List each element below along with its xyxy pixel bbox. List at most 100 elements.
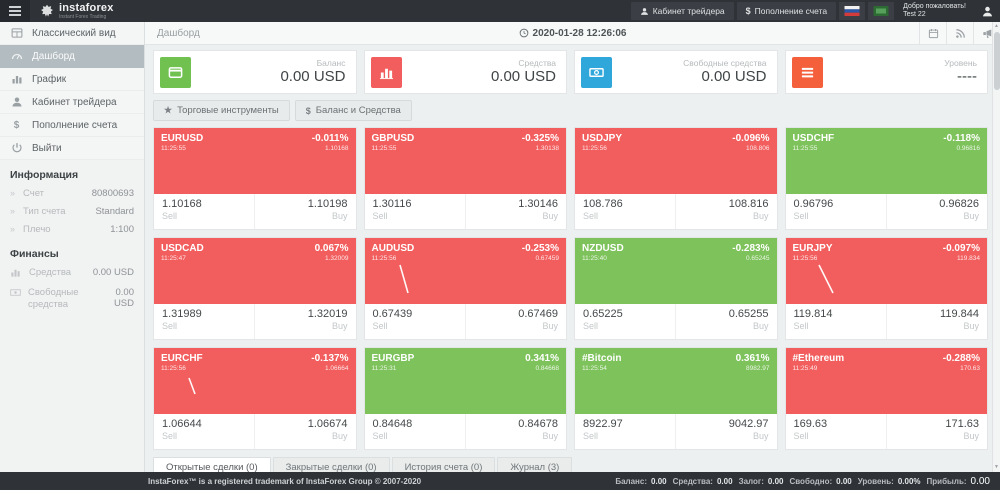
tab-account-history[interactable]: История счета (0)	[391, 457, 496, 472]
megaphone-icon	[982, 29, 991, 38]
buy-button[interactable]: 171.63 Buy	[885, 414, 987, 449]
calendar-icon	[928, 28, 938, 38]
tile-audusd[interactable]: AUDUSD 11:25:56 -0.253% 0.67459 0.67439 Se…	[363, 237, 567, 340]
balance-funds-button[interactable]: $ Баланс и Средства	[294, 100, 412, 121]
info-section-title: Информация	[10, 169, 79, 181]
sell-button[interactable]: 169.63 Sell	[793, 418, 828, 441]
scroll-down-icon[interactable]: ▼	[994, 464, 999, 470]
breadcrumb-bar: Дашборд 2020-01-28 12:26:06	[145, 22, 1000, 45]
dollar-icon: $	[13, 119, 20, 131]
sell-button[interactable]: 0.96796 Sell	[793, 198, 834, 221]
calendar-button[interactable]	[919, 22, 946, 44]
sell-button[interactable]: 108.786 Sell	[583, 198, 623, 221]
sell-button[interactable]: 119.814 Sell	[793, 308, 833, 331]
rss-button[interactable]	[946, 22, 973, 44]
scrollbar-thumb[interactable]	[993, 32, 1000, 90]
free-margin-card: Свободные средства 0.00 USD	[574, 50, 778, 94]
clock-icon	[519, 28, 528, 38]
sell-button[interactable]: 1.30116 Sell	[372, 198, 412, 221]
buy-button[interactable]: 1.30146 Buy	[464, 194, 566, 229]
credit-card-icon	[160, 56, 191, 88]
bottom-tabs: Открытые сделки (0) Закрытые сделки (0) …	[153, 457, 988, 472]
sell-button[interactable]: 1.31989 Sell	[162, 308, 202, 331]
sidebar-item-logout[interactable]: Выйти	[0, 137, 144, 160]
announcements-button[interactable]	[973, 22, 1000, 44]
tab-journal[interactable]: Журнал (3)	[497, 457, 573, 472]
instrument-tiles: EURUSD 11:25:55 -0.011% 1.10168 1.10168 Se…	[153, 127, 988, 450]
tile-usdcad[interactable]: USDCAD 11:25:47 0.067% 1.32009 1.31989 Sel…	[153, 237, 357, 340]
breadcrumb-actions	[919, 22, 1000, 44]
tile-eurjpy[interactable]: EURJPY 11:25:56 -0.097% 119.834 119.814 Se…	[784, 237, 988, 340]
sidebar-item-deposit[interactable]: $ Пополнение счета	[0, 114, 144, 137]
dashboard-icon	[10, 50, 23, 63]
sell-button[interactable]: 0.84648 Sell	[372, 418, 413, 441]
tile-eurusd[interactable]: EURUSD 11:25:55 -0.011% 1.10168 1.10168 Se…	[153, 127, 357, 230]
logo[interactable]: instaforex Instant Forex Trading	[30, 1, 124, 20]
scroll-up-icon[interactable]: ▲	[994, 23, 999, 29]
tile-usdjpy[interactable]: USDJPY 11:25:56 -0.096% 108.806 108.786 Se…	[574, 127, 778, 230]
sell-button[interactable]: 1.06644 Sell	[162, 418, 202, 441]
rss-icon	[955, 28, 965, 38]
avatar-icon	[982, 6, 992, 16]
logo-text: instaforex	[59, 1, 114, 14]
buy-button[interactable]: 108.816 Buy	[675, 194, 776, 229]
russian-flag-icon[interactable]	[839, 2, 866, 20]
equity-card: Средства 0.00 USD	[363, 50, 567, 94]
vertical-scrollbar[interactable]: ▲ ▼	[992, 22, 1000, 472]
buy-button[interactable]: 1.10198 Buy	[254, 194, 355, 229]
list-icon	[791, 56, 823, 88]
buy-button[interactable]: 0.96826 Buy	[885, 194, 987, 229]
banknote-icon	[10, 287, 21, 301]
tile-bitcoin[interactable]: #Bitcoin 11:25:54 0.361% 8982.97 8922.97 S…	[574, 347, 778, 450]
buy-button[interactable]: 0.84678 Buy	[464, 414, 566, 449]
finance-section-title: Финансы	[10, 247, 59, 260]
info-row-leverage: » Плечо 1:100	[10, 223, 134, 235]
trading-instruments-button[interactable]: ★ Торговые инструменты	[153, 100, 290, 121]
sparkline	[817, 264, 834, 294]
deposit-button[interactable]: $ Пополнение счета	[736, 2, 837, 20]
tile-usdchf[interactable]: USDCHF 11:25:55 -0.118% 0.96816 0.96796 Se…	[784, 127, 988, 230]
buy-button[interactable]: 0.65255 Buy	[675, 304, 776, 339]
tile-gbpusd[interactable]: GBPUSD 11:25:55 -0.325% 1.30138 1.30116 Se…	[363, 127, 567, 230]
menu-icon[interactable]	[0, 0, 30, 22]
avatar[interactable]	[974, 0, 1000, 22]
user-icon	[640, 7, 648, 15]
chevron-icon: »	[10, 188, 16, 198]
info-row-account-type: » Тип счета Standard	[10, 205, 134, 217]
trader-cabinet-button[interactable]: Кабинет трейдера	[630, 2, 734, 20]
sidebar-item-trader-cabinet[interactable]: Кабинет трейдера	[0, 91, 144, 114]
tile-ethereum[interactable]: #Ethereum 11:25:49 -0.288% 170.63 169.63 S…	[784, 347, 988, 450]
instaforex-logo-icon	[41, 4, 53, 17]
sell-button[interactable]: 0.65225 Sell	[583, 308, 623, 331]
logo-subtitle: Instant Forex Trading	[59, 13, 107, 20]
tile-eurchf[interactable]: EURCHF 11:25:56 -0.137% 1.06664 1.06644 Se…	[153, 347, 357, 450]
sidebar-item-chart[interactable]: График	[0, 68, 144, 91]
green-flag-icon[interactable]	[868, 2, 895, 20]
chevron-icon: »	[10, 223, 16, 234]
dollar-icon: $	[305, 105, 311, 116]
dashboard-content: Баланс 0.00 USD Средства 0.00 USD Свобод…	[145, 45, 1000, 472]
tab-closed-trades[interactable]: Закрытые сделки (0)	[272, 457, 390, 472]
status-bar: InstaForex™ is a registered trademark of…	[0, 472, 1000, 490]
buy-button[interactable]: 9042.97 Buy	[675, 414, 776, 449]
buy-button[interactable]: 1.32019 Buy	[254, 304, 355, 339]
sidebar-item-dashboard[interactable]: Дашборд	[0, 45, 144, 68]
tab-open-trades[interactable]: Открытые сделки (0)	[153, 457, 271, 472]
banknote-icon	[581, 56, 612, 88]
buy-button[interactable]: 119.844 Buy	[885, 304, 987, 339]
tile-eurgbp[interactable]: EURGBP 11:25:31 0.341% 0.84668 0.84648 Sel…	[363, 347, 567, 450]
sell-button[interactable]: 1.10168 Sell	[162, 198, 202, 221]
tile-nzdusd[interactable]: NZDUSD 11:25:40 -0.283% 0.65245 0.65225 Se…	[574, 237, 778, 340]
balance-card: Баланс 0.00 USD	[153, 50, 357, 94]
bar-chart-icon	[370, 56, 402, 88]
server-datetime: 2020-01-28 12:26:06	[145, 28, 1000, 39]
sell-button[interactable]: 0.67439 Sell	[372, 308, 413, 331]
toolbar: ★ Торговые инструменты $ Баланс и Средст…	[153, 100, 988, 121]
sell-button[interactable]: 8922.97 Sell	[583, 418, 623, 441]
buy-button[interactable]: 0.67469 Buy	[464, 304, 566, 339]
account-stats: Баланс: 0.00 Средства: 0.00 Залог: 0.00 Сво…	[615, 475, 990, 487]
copyright-text: InstaForex™ is a registered trademark of…	[148, 476, 422, 486]
buy-button[interactable]: 1.06674 Buy	[254, 414, 355, 449]
sidebar-item-classic-view[interactable]: Классический вид	[0, 22, 144, 45]
sparkline	[188, 377, 196, 395]
